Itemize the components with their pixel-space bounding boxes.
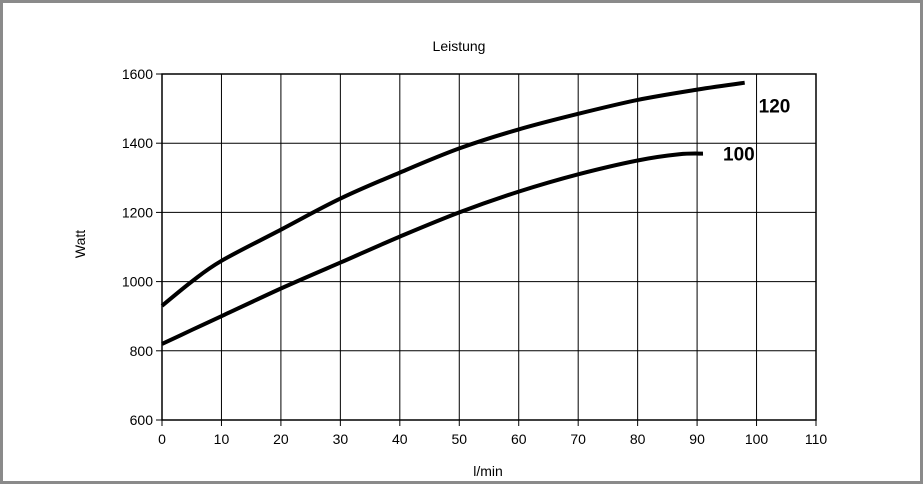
series-labels: 120 100 (723, 97, 790, 166)
y-axis-ticks: 600 800 1000 1200 1400 1600 (122, 66, 162, 428)
series-label-120: 120 (759, 97, 791, 118)
x-tick-label-30: 30 (333, 431, 349, 447)
y-tick-label-800: 800 (130, 343, 154, 359)
chart: Leistung 0 10 20 30 40 50 60 70 80 90 100 110 600 80… (72, 38, 827, 479)
series-line-120 (160, 80, 745, 308)
x-tick-label-70: 70 (570, 431, 586, 447)
series-lines (160, 80, 745, 346)
chart-title: Leistung (433, 38, 486, 54)
x-axis-label: l/min (473, 463, 503, 479)
y-tick-label-600: 600 (130, 412, 154, 428)
grid (162, 74, 816, 420)
x-tick-label-60: 60 (511, 431, 527, 447)
y-tick-label-1400: 1400 (122, 135, 153, 151)
y-tick-label-1600: 1600 (122, 66, 153, 82)
x-tick-label-80: 80 (630, 431, 646, 447)
x-tick-label-0: 0 (158, 431, 166, 447)
series-line-100 (161, 151, 704, 346)
x-tick-label-90: 90 (689, 431, 705, 447)
x-tick-label-50: 50 (451, 431, 467, 447)
y-tick-label-1200: 1200 (122, 204, 153, 220)
x-tick-label-20: 20 (273, 431, 289, 447)
plot-border (161, 73, 817, 421)
x-tick-label-100: 100 (745, 431, 769, 447)
y-tick-label-1000: 1000 (122, 274, 153, 290)
x-tick-label-40: 40 (392, 431, 408, 447)
x-axis-ticks: 0 10 20 30 40 50 60 70 80 90 100 110 (158, 420, 827, 447)
x-tick-label-10: 10 (214, 431, 230, 447)
series-label-100: 100 (723, 145, 755, 166)
x-tick-label-110: 110 (805, 431, 828, 447)
y-axis-label: Watt (72, 230, 88, 258)
